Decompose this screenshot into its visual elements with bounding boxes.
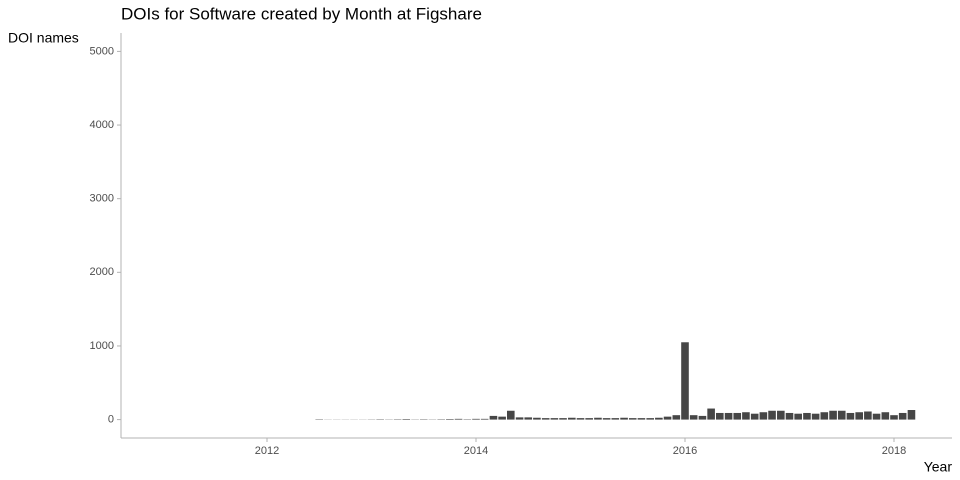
y-tick-label: 2000 xyxy=(90,266,114,278)
x-tick-label: 2012 xyxy=(255,445,279,457)
bar xyxy=(724,412,733,420)
y-tick-label: 3000 xyxy=(90,193,114,205)
bar xyxy=(907,410,916,420)
x-tick-label: 2016 xyxy=(673,445,697,457)
bar xyxy=(707,408,715,420)
chart-title: DOIs for Software created by Month at Fi… xyxy=(121,4,482,23)
bar xyxy=(515,417,524,420)
bar xyxy=(550,418,559,420)
bar xyxy=(655,417,663,420)
bar xyxy=(881,412,890,420)
bar xyxy=(663,416,672,420)
bar xyxy=(524,417,533,420)
bar xyxy=(785,412,794,420)
bar xyxy=(681,342,689,420)
bar xyxy=(698,415,707,420)
bar xyxy=(898,412,907,420)
bar xyxy=(872,413,881,420)
bar xyxy=(837,410,846,420)
bar xyxy=(820,412,829,420)
y-tick-label: 4000 xyxy=(90,119,114,131)
bar xyxy=(480,418,489,420)
bar xyxy=(733,412,742,420)
bar xyxy=(541,418,550,420)
bar xyxy=(611,418,620,420)
bar xyxy=(533,417,541,420)
bar xyxy=(742,412,750,420)
bar xyxy=(402,419,411,420)
bar xyxy=(585,418,593,420)
bar xyxy=(489,415,498,420)
bar xyxy=(768,410,776,420)
y-tick-label: 5000 xyxy=(90,45,114,57)
bar xyxy=(777,410,785,420)
bar xyxy=(803,412,811,420)
bar xyxy=(811,413,820,420)
x-tick-label: 2018 xyxy=(882,445,906,457)
x-axis-label: Year xyxy=(924,459,953,475)
y-tick-label: 1000 xyxy=(90,340,114,352)
bar xyxy=(750,413,759,420)
bar xyxy=(506,410,515,420)
y-tick-label: 0 xyxy=(108,413,114,425)
y-axis-label: DOI names xyxy=(8,30,79,46)
bar xyxy=(628,418,637,420)
bar xyxy=(759,412,768,420)
bar xyxy=(864,411,872,420)
bar xyxy=(689,415,698,420)
bar xyxy=(620,417,628,420)
bar xyxy=(602,418,611,420)
bar xyxy=(715,412,724,420)
bar xyxy=(829,410,837,420)
bar xyxy=(794,413,802,420)
bar xyxy=(472,418,480,420)
bar xyxy=(446,419,454,420)
bar xyxy=(559,418,567,420)
bar xyxy=(855,412,864,420)
bar xyxy=(672,415,681,420)
bar xyxy=(568,417,576,420)
bar xyxy=(646,418,654,420)
bar xyxy=(890,415,898,420)
bar xyxy=(594,417,602,420)
bar xyxy=(454,418,463,420)
bar xyxy=(637,418,646,420)
bar xyxy=(576,418,585,420)
bar xyxy=(498,416,506,420)
bar xyxy=(846,412,855,420)
x-tick-label: 2014 xyxy=(464,445,488,457)
